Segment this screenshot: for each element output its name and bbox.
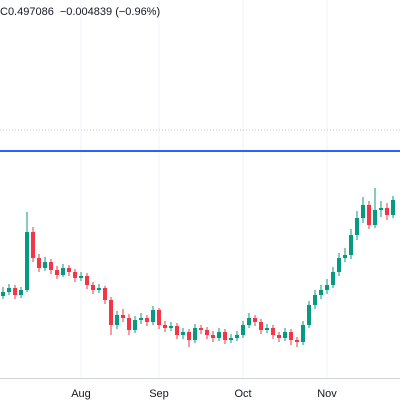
- candle-body: [169, 326, 173, 328]
- candle-body: [277, 335, 281, 338]
- candle-body: [193, 328, 197, 340]
- candle-body: [157, 310, 161, 325]
- candle-body: [67, 268, 71, 272]
- candle-body: [1, 292, 5, 296]
- candle-body: [265, 328, 269, 330]
- candle-body: [181, 332, 185, 335]
- candle-body: [331, 272, 335, 285]
- candle-body: [199, 328, 203, 330]
- candle-body: [175, 326, 179, 335]
- x-tick-label: Aug: [71, 388, 91, 400]
- candle-body: [109, 300, 113, 325]
- candle-body: [253, 318, 257, 322]
- candle-body: [55, 270, 59, 275]
- candle-body: [43, 262, 47, 268]
- header-value: −0.004839 (−0.96%): [60, 6, 160, 18]
- candle-body: [61, 268, 65, 275]
- candle-body: [19, 290, 23, 295]
- candle-body: [205, 330, 209, 335]
- candle-body: [211, 335, 215, 338]
- candle-body: [367, 205, 371, 225]
- candle-body: [301, 325, 305, 342]
- candle-body: [259, 322, 263, 330]
- candle-body: [223, 332, 227, 340]
- candle-body: [163, 325, 167, 328]
- candle-body: [337, 258, 341, 272]
- candle-body: [85, 276, 89, 285]
- candle-body: [343, 255, 347, 258]
- candle-body: [103, 288, 107, 300]
- candle-body: [355, 218, 359, 235]
- candle-body: [289, 332, 293, 340]
- candle-body: [313, 295, 317, 305]
- candle-body: [37, 258, 41, 268]
- candle-body: [283, 332, 287, 338]
- candle-body: [307, 305, 311, 325]
- candle-body: [217, 332, 221, 338]
- candle-body: [145, 318, 149, 322]
- x-tick-label: Oct: [234, 388, 251, 400]
- candle-body: [25, 232, 29, 290]
- candle-body: [139, 318, 143, 320]
- candle-body: [229, 338, 233, 340]
- candle-body: [391, 200, 395, 215]
- header-value: C0.497086: [0, 6, 54, 18]
- candle-body: [121, 315, 125, 318]
- candle-body: [49, 262, 53, 270]
- candle-body: [235, 335, 239, 338]
- x-tick-label: Nov: [317, 388, 337, 400]
- candle-body: [349, 235, 353, 255]
- candle-body: [133, 320, 137, 330]
- candle-body: [379, 208, 383, 210]
- candle-body: [373, 210, 377, 225]
- candle-body: [247, 318, 251, 325]
- candle-body: [361, 205, 365, 218]
- candle-body: [97, 288, 101, 290]
- candle-body: [7, 288, 11, 292]
- candle-body: [115, 315, 119, 325]
- candle-body: [127, 318, 131, 330]
- candle-body: [13, 288, 17, 295]
- candle-body: [319, 290, 323, 295]
- x-tick-label: Sep: [149, 388, 169, 400]
- candle-body: [325, 285, 329, 290]
- candle-body: [91, 285, 95, 290]
- candle-body: [73, 272, 77, 278]
- candle-body: [271, 328, 275, 335]
- candle-body: [151, 310, 155, 322]
- candle-body: [187, 332, 191, 340]
- candle-body: [31, 232, 35, 258]
- candle-body: [295, 340, 299, 342]
- candle-body: [79, 276, 83, 278]
- candle-body: [241, 325, 245, 335]
- candle-body: [385, 208, 389, 215]
